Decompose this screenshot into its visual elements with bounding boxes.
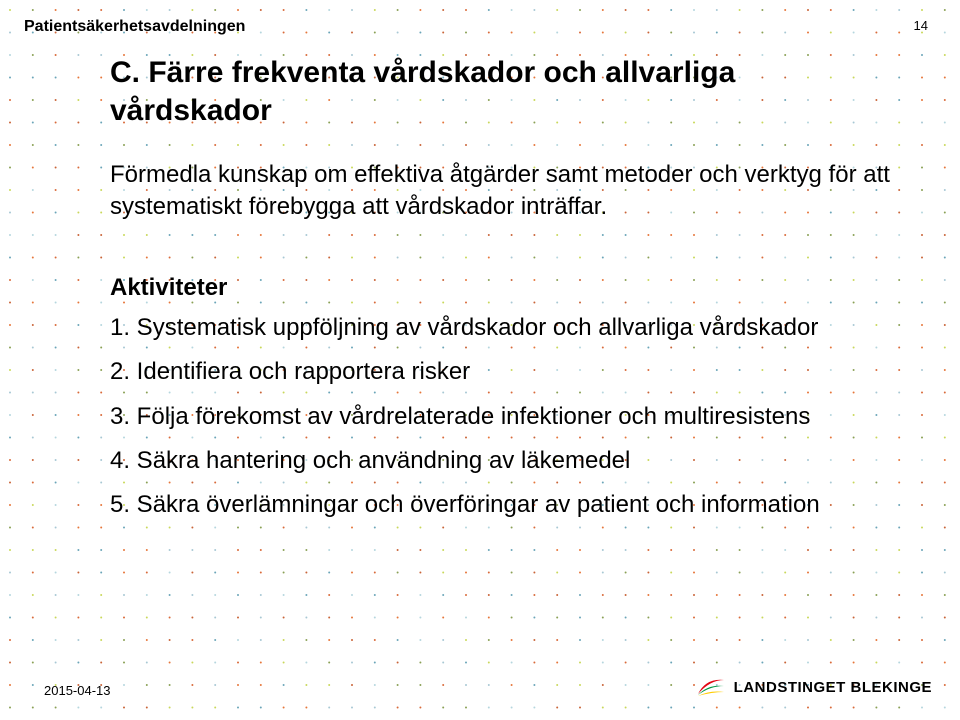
slide-title: C. Färre frekventa vårdskador och allvar… xyxy=(110,54,900,129)
list-item: 3. Följa förekomst av vårdrelaterade inf… xyxy=(110,401,900,433)
activities-heading: Aktiviteter xyxy=(110,274,900,302)
logo-text: LANDSTINGET BLEKINGE xyxy=(734,679,932,696)
intro-paragraph: Förmedla kunskap om effektiva åtgärder s… xyxy=(110,159,900,224)
footer-logo: LANDSTINGET BLEKINGE xyxy=(696,674,932,700)
list-item: 4. Säkra hantering och användning av läk… xyxy=(110,445,900,477)
logo-icon xyxy=(696,674,726,700)
slide-content: C. Färre frekventa vårdskador och allvar… xyxy=(110,54,900,534)
footer-date: 2015-04-13 xyxy=(44,683,111,698)
department-header: Patientsäkerhetsavdelningen xyxy=(24,18,245,36)
list-item: 2. Identifiera och rapportera risker xyxy=(110,356,900,388)
page-number: 14 xyxy=(914,18,928,33)
list-item: 5. Säkra överlämningar och överföringar … xyxy=(110,489,900,521)
list-item: 1. Systematisk uppföljning av vårdskador… xyxy=(110,312,900,344)
